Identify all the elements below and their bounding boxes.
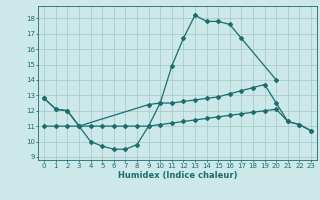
X-axis label: Humidex (Indice chaleur): Humidex (Indice chaleur) [118,171,237,180]
